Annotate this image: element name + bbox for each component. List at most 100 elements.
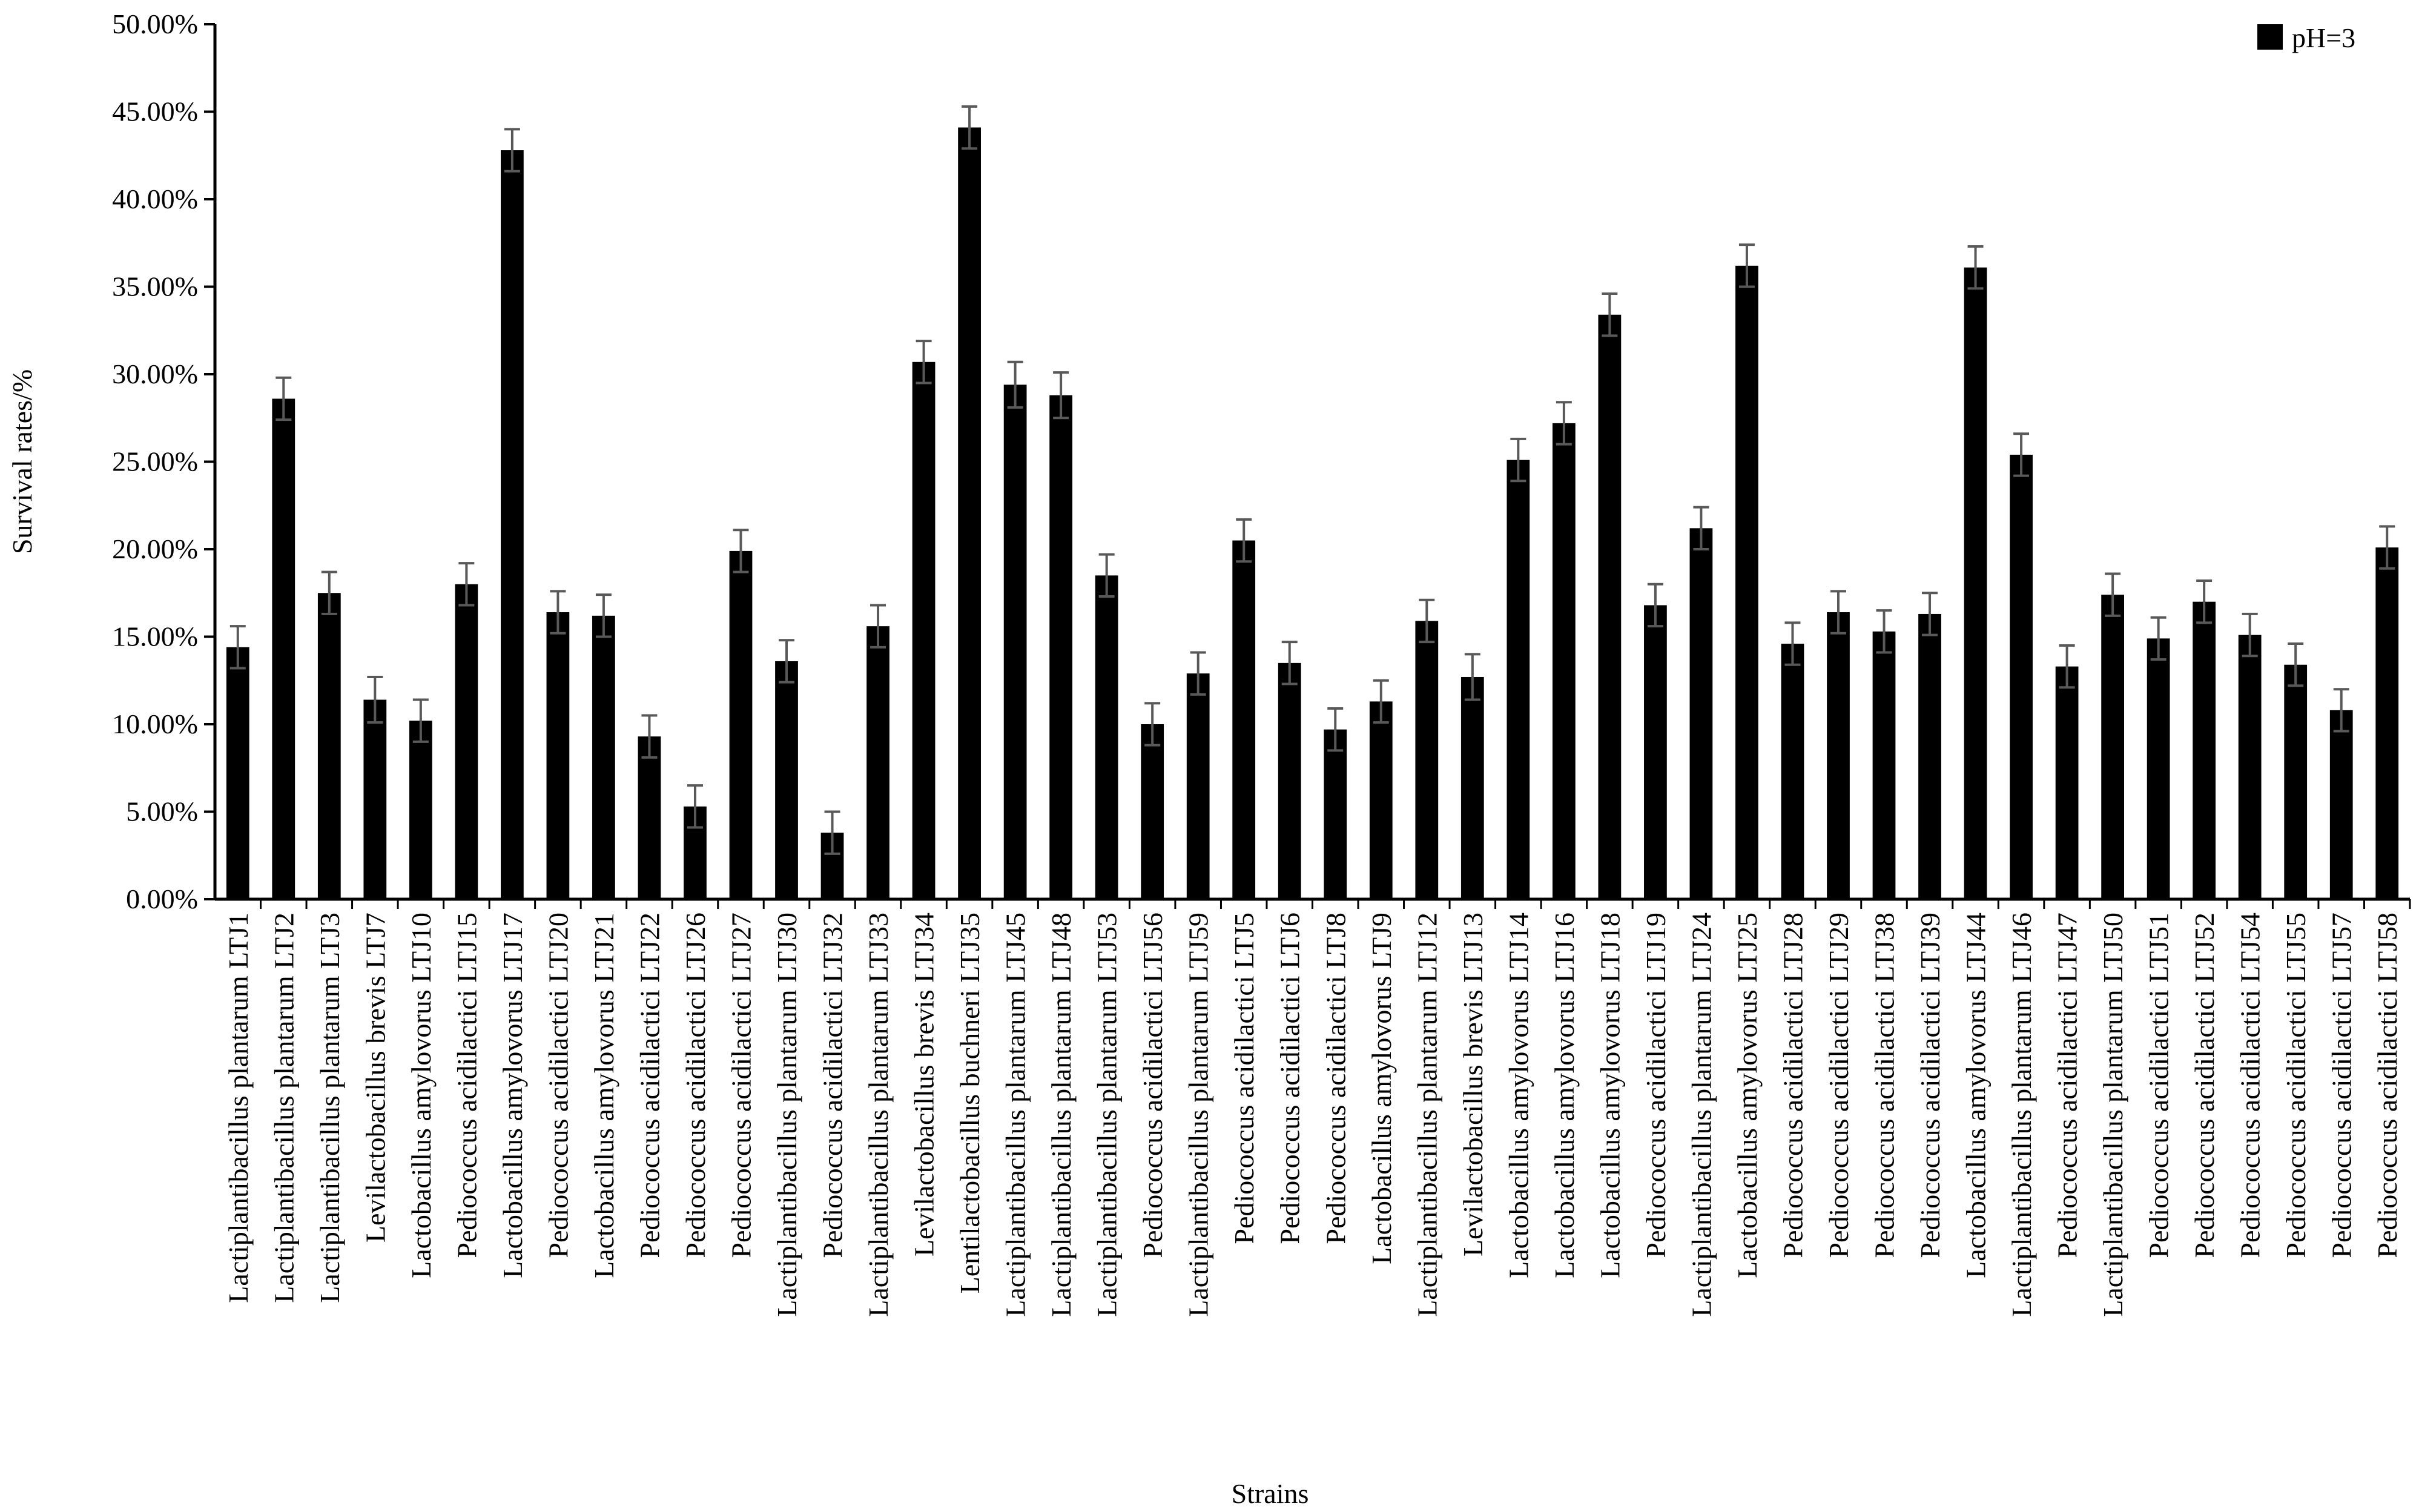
bar [1049, 395, 1073, 899]
bar [1689, 528, 1713, 899]
bar [592, 615, 615, 899]
x-tick-label: Levilactobacillus brevis LTJ7 [360, 913, 391, 1243]
error-bar [1281, 641, 1298, 685]
bar [1827, 612, 1850, 899]
error-bar [1510, 437, 1526, 483]
x-tick-label: Pediococcus acidilactici LTJ6 [1275, 913, 1305, 1244]
x-tick-label: Pediococcus acidilactici LTJ47 [2052, 913, 2083, 1258]
x-tick-label: Pediococcus acidilactici LTJ26 [680, 913, 711, 1258]
error-bar [2150, 616, 2167, 661]
error-bar [1373, 679, 1389, 724]
y-tick-label: 40.00% [112, 183, 198, 214]
error-bar [2333, 688, 2349, 733]
error-bar [1419, 598, 1435, 644]
error-bar [779, 639, 795, 684]
x-tick-label: Lactiplantibacillus plantarum LTJ45 [1000, 913, 1031, 1317]
error-bar [2013, 432, 2030, 477]
y-tick-label: 0.00% [126, 883, 198, 914]
error-bar [1784, 621, 1801, 666]
x-tick-label: Lactiplantibacillus plantarum LTJ48 [1046, 913, 1077, 1317]
x-tick-label: Pediococcus acidilactici LTJ20 [543, 913, 573, 1258]
x-tick-label: Lactobacillus amylovorus LTJ10 [406, 913, 437, 1278]
bar [1415, 621, 1439, 899]
y-tick-label: 20.00% [112, 533, 198, 564]
x-tick-label: Lentilactobacillus buchneri LTJ35 [954, 913, 985, 1293]
bar [729, 550, 753, 899]
x-tick-label: Pediococcus acidilactici LTJ57 [2326, 913, 2357, 1258]
x-tick-label: Levilactobacillus brevis LTJ34 [909, 913, 940, 1256]
error-bar [1876, 609, 1892, 654]
bar [1781, 644, 1804, 899]
legend: pH=3 [2257, 22, 2355, 53]
y-tick-label: 15.00% [112, 621, 198, 652]
x-tick-label: Pediococcus acidilactici LTJ58 [2372, 913, 2403, 1258]
x-tick-label: Pediococcus acidilactici LTJ19 [1640, 913, 1671, 1258]
bar [2375, 547, 2399, 899]
bar [1552, 423, 1576, 899]
y-axis-ticks: 0.00% 5.00% 10.00% 15.00% 20.00% 25.00% 30.00%… [112, 8, 215, 914]
x-tick-label: Pediococcus acidilactici LTJ38 [1869, 913, 1900, 1258]
error-bar [2288, 642, 2304, 687]
bar [2193, 601, 2216, 899]
error-bar [276, 376, 292, 421]
bar [226, 647, 249, 899]
x-tick-label: Levilactobacillus brevis LTJ13 [1457, 913, 1488, 1256]
error-bar [1602, 292, 1618, 337]
x-tick-label: Pediococcus acidilactici LTJ54 [2235, 913, 2266, 1258]
legend-swatch [2257, 24, 2283, 50]
bar [2238, 635, 2262, 899]
bar [1186, 673, 1210, 899]
x-tick-label: Pediococcus acidilactici LTJ27 [725, 913, 756, 1258]
error-bar [1236, 518, 1252, 563]
error-bar [1098, 553, 1115, 598]
y-tick-label: 35.00% [112, 271, 198, 302]
x-tick-label: Pediococcus acidilactici LTJ55 [2280, 913, 2311, 1258]
bar [2147, 638, 2170, 899]
bar [1278, 662, 1301, 899]
x-axis-tick-labels: Lactiplantibacillus plantarum LTJ1 Lactip… [223, 899, 2411, 1317]
bar [1918, 613, 1941, 899]
error-bar [1464, 653, 1480, 701]
error-bar [1144, 702, 1161, 747]
x-tick-label: Lactiplantibacillus plantarum LTJ3 [314, 913, 345, 1303]
error-bar [1922, 592, 1938, 636]
x-tick-label: Lactobacillus amylovorus LTJ44 [1961, 913, 1992, 1278]
bar [866, 626, 889, 899]
bar [775, 661, 798, 899]
error-bar [641, 714, 658, 759]
x-tick-label: Pediococcus acidilactici LTJ8 [1320, 913, 1351, 1244]
x-tick-label: Pediococcus acidilactici LTJ22 [634, 913, 665, 1258]
error-bar [2196, 579, 2213, 624]
bar [1369, 701, 1393, 899]
x-tick-label: Pediococcus acidilactici LTJ39 [1915, 913, 1945, 1258]
error-bar [1190, 651, 1206, 696]
x-tick-label: Lactiplantibacillus plantarum LTJ24 [1686, 913, 1717, 1317]
bar [958, 127, 981, 899]
error-bar [504, 128, 520, 173]
x-tick-label: Pediococcus acidilactici LTJ52 [2189, 913, 2220, 1258]
x-tick-label: Lactobacillus amylovorus LTJ25 [1732, 913, 1763, 1278]
bar [1141, 724, 1164, 899]
x-tick-label: Lactiplantibacillus plantarum LTJ46 [2006, 913, 2037, 1317]
bar [912, 361, 936, 899]
legend-label: pH=3 [2292, 22, 2355, 53]
error-bar [321, 570, 337, 615]
error-bar [2105, 572, 2121, 617]
x-tick-label: Lactobacillus amylovorus LTJ21 [589, 913, 619, 1278]
bar [1507, 460, 1530, 899]
bar [363, 699, 387, 899]
error-bar [1738, 243, 1755, 288]
bar [1003, 385, 1027, 899]
error-bar [916, 340, 932, 385]
y-tick-label: 25.00% [112, 446, 198, 477]
bar [1735, 265, 1758, 899]
bar [2101, 595, 2124, 899]
error-bar [687, 784, 703, 829]
bar [455, 584, 478, 899]
y-tick-label: 30.00% [112, 358, 198, 389]
error-bar [1053, 371, 1069, 420]
x-tick-label: Pediococcus acidilactici LTJ51 [2143, 913, 2174, 1258]
bar [638, 736, 661, 899]
error-bar [367, 675, 383, 724]
